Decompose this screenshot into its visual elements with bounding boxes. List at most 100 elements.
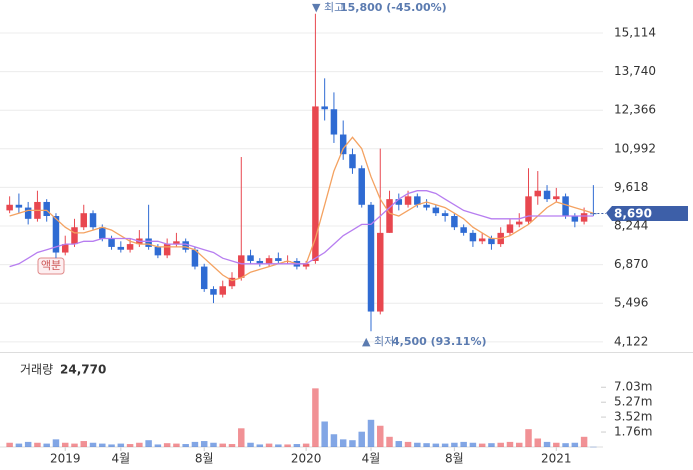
candle-body	[543, 190, 551, 200]
candle-body	[265, 258, 273, 264]
volume-bar	[71, 443, 78, 447]
volume-bar	[386, 436, 393, 447]
split-marker-box	[37, 257, 65, 275]
volume-bar	[108, 444, 115, 447]
candle-body	[488, 238, 495, 245]
candle-body	[321, 106, 328, 110]
candle-body	[117, 246, 125, 250]
y-tick-label: 5,496	[614, 296, 648, 310]
volume-bar	[367, 419, 375, 447]
volume-title: 거래량	[20, 363, 53, 377]
x-tick-label: 2019	[50, 452, 81, 466]
candle-body	[358, 168, 365, 205]
volume-tick-label: 3.52m	[614, 410, 652, 424]
volume-bar	[238, 428, 245, 447]
y-tick-label: 8,244	[614, 219, 648, 233]
y-tick-label: 13,740	[614, 64, 656, 78]
volume-bar	[506, 441, 514, 447]
y-tick-label: 9,618	[614, 180, 648, 194]
volume-bar	[219, 443, 226, 447]
volume-bar	[173, 443, 180, 447]
x-tick-label: 4월	[362, 452, 381, 466]
y-tick-label: 4,122	[614, 334, 648, 348]
volume-bar	[423, 443, 430, 447]
volume-bar	[293, 444, 301, 447]
candle-body	[247, 255, 254, 261]
moving-average	[9, 136, 594, 282]
volume-bar	[302, 443, 310, 447]
candle-body	[580, 213, 588, 222]
volume-bar	[488, 443, 495, 447]
candle-body	[145, 238, 152, 247]
volume-bar	[432, 443, 440, 447]
candle-body	[182, 241, 189, 250]
candle-body	[339, 134, 347, 155]
volume-bar	[404, 441, 412, 447]
candle-body	[349, 154, 356, 169]
volume-bar	[126, 444, 134, 447]
candle-body	[154, 246, 162, 256]
candle-body	[469, 232, 477, 242]
volume-bar	[15, 443, 23, 447]
candle-body	[15, 204, 23, 208]
volume-bar	[349, 440, 356, 447]
volume-bar	[154, 444, 162, 447]
volume-bar	[451, 442, 458, 447]
volume-bar	[377, 425, 384, 447]
candle-body	[423, 204, 430, 208]
volume-bar	[200, 441, 208, 447]
volume-bar	[89, 442, 97, 447]
candle-body	[99, 227, 106, 239]
candle-body	[24, 207, 32, 219]
x-tick-label: 8월	[195, 452, 214, 466]
candle-body	[6, 204, 13, 211]
volume-bar	[182, 444, 189, 447]
candle-body	[71, 227, 78, 245]
volume-bar	[580, 436, 588, 447]
last-price: 8,690	[614, 207, 652, 221]
candle-body	[173, 241, 180, 245]
candle-body	[256, 260, 264, 264]
candle-body	[200, 266, 208, 290]
volume-bar	[562, 443, 569, 447]
candle-body	[191, 249, 199, 267]
candle-body	[302, 263, 310, 267]
volume-bar	[34, 442, 41, 447]
candle-body	[312, 106, 319, 261]
volume-bar	[191, 441, 199, 447]
volume-bar	[52, 439, 60, 447]
candle-body	[219, 286, 226, 295]
candle-body	[228, 277, 236, 287]
volume-bar	[6, 442, 13, 447]
y-tick-label: 6,870	[614, 257, 648, 271]
volume-bar	[43, 443, 50, 447]
candle-body	[553, 196, 560, 200]
volume-bar	[478, 443, 486, 447]
candle-body	[441, 213, 449, 217]
candle-body	[210, 289, 217, 295]
candle-body	[432, 207, 440, 214]
volume-bar	[525, 429, 532, 447]
x-tick-label: 2021	[541, 452, 572, 466]
candle-body	[377, 232, 384, 312]
candle-body	[478, 238, 486, 242]
volume-bar	[321, 421, 328, 447]
volume-bar	[247, 442, 254, 447]
candle-body	[61, 244, 69, 253]
candle-body	[571, 216, 579, 222]
candle-body	[506, 224, 514, 233]
volume-bar	[571, 442, 579, 447]
candle-body	[43, 201, 50, 217]
candle-body	[80, 213, 88, 228]
candle-body	[367, 204, 375, 312]
candle-body	[238, 255, 245, 278]
volume-bar	[441, 443, 449, 447]
candle-body	[562, 196, 569, 217]
x-tick-label: 2020	[291, 452, 322, 466]
candle-body	[414, 196, 421, 205]
volume-bar	[99, 443, 106, 447]
volume-bar	[284, 444, 291, 447]
candle-body	[460, 227, 467, 233]
